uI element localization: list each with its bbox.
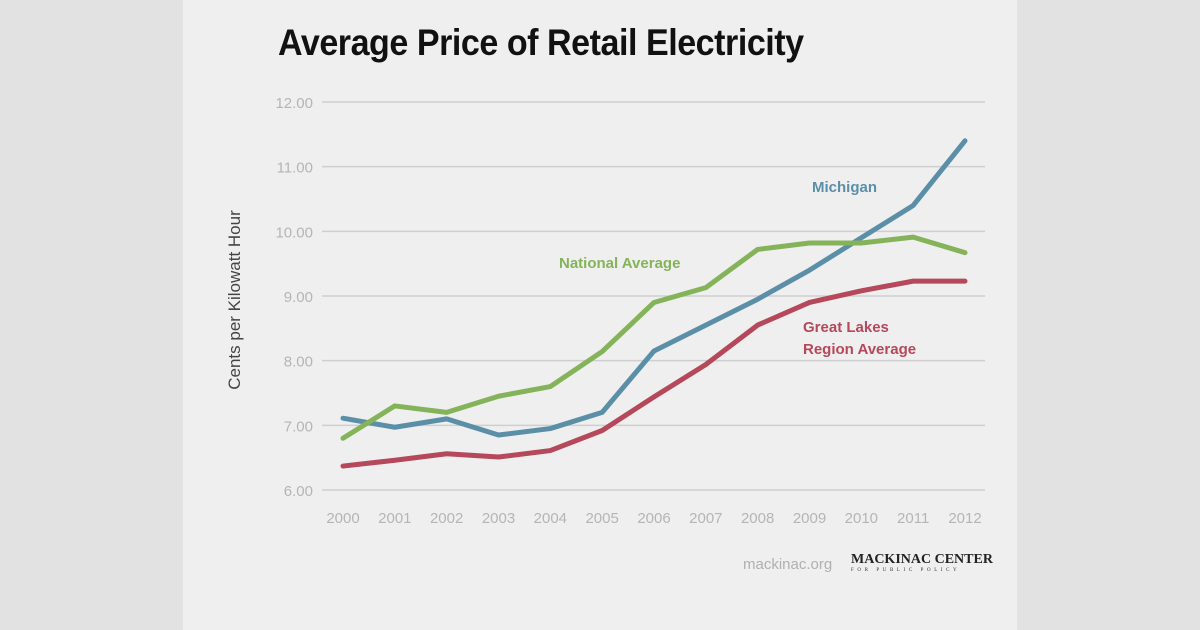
data-point [860,290,862,292]
x-tick-label: 2011 [897,510,929,527]
data-point [653,396,655,398]
logo-subtext: FOR PUBLIC POLICY [851,568,961,573]
x-tick-label: 2007 [689,510,722,527]
data-point [446,418,448,420]
series-label-michigan: Michigan [812,179,877,196]
chart-title: Average Price of Retail Electricity [278,22,804,63]
y-tick-label: 8.00 [284,354,313,371]
y-tick-label: 11.00 [277,160,313,177]
data-point [342,465,344,467]
data-point [964,140,966,142]
data-point [498,456,499,458]
data-point [653,350,655,352]
data-point [601,351,603,353]
data-point [394,426,396,428]
x-tick-label: 2009 [793,510,826,527]
x-tick-label: 2003 [482,510,515,527]
chart-panel [183,0,1017,630]
series-label-great-lakes-2: Region Average [803,341,916,358]
data-point [549,386,551,388]
data-point [757,324,759,326]
data-point [498,395,499,397]
data-point [342,437,344,439]
series-label-great-lakes: Great Lakes [803,319,889,336]
x-tick-label: 2006 [637,510,670,527]
data-point [653,301,655,303]
data-point [757,248,759,250]
logo-text: MACKINAC CENTER [851,552,993,567]
data-point [809,301,810,303]
x-tick-label: 2002 [430,510,463,527]
mackinac-logo: MACKINAC CENTER FOR PUBLIC POLICY [851,552,993,573]
data-point [342,417,344,419]
data-point [964,252,966,254]
data-point [860,237,862,239]
series-line-great-lakes-region-average [340,278,968,469]
y-axis-label: Cents per Kilowatt Hour [225,210,244,390]
data-point [912,280,914,282]
y-tick-label: 10.00 [275,224,313,241]
y-tick-label: 12.00 [275,95,313,112]
data-point [446,453,448,455]
data-point [549,450,551,452]
x-tick-label: 2004 [534,510,567,527]
data-point [860,242,862,244]
data-point [394,459,396,461]
data-point [601,430,603,432]
data-point [601,411,603,413]
data-point [705,287,707,289]
data-point [394,405,396,407]
x-tick-label: 2010 [845,510,878,527]
data-point [757,298,759,300]
y-tick-label: 6.00 [284,483,313,500]
x-tick-label: 2012 [948,510,981,527]
data-point [964,280,966,282]
x-tick-label: 2008 [741,510,774,527]
data-point [549,428,551,430]
y-tick-label: 9.00 [284,289,313,306]
x-tick-label: 2005 [585,510,618,527]
data-point [912,204,914,206]
data-point [705,324,707,326]
data-point [705,364,707,366]
data-point [912,236,914,238]
y-tick-label: 7.00 [284,418,313,435]
site-url: mackinac.org [743,556,833,573]
x-tick-label: 2001 [378,510,411,527]
x-tick-label: 2000 [326,510,359,527]
data-point [809,242,810,244]
series-label-national-average: National Average [559,255,680,272]
data-point [446,411,448,413]
data-point [809,269,810,271]
data-point [498,434,499,436]
